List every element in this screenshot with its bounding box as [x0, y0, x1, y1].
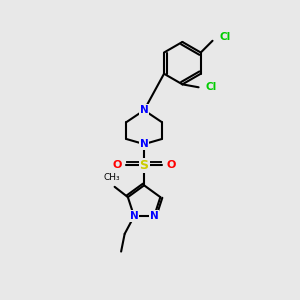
Text: Cl: Cl	[219, 32, 230, 42]
Text: N: N	[150, 211, 158, 221]
Text: O: O	[112, 160, 122, 170]
Text: S: S	[140, 159, 148, 172]
Text: Cl: Cl	[205, 82, 217, 92]
Text: O: O	[167, 160, 176, 170]
Text: N: N	[130, 211, 138, 221]
Text: CH₃: CH₃	[104, 172, 121, 182]
Text: N: N	[140, 139, 148, 149]
Text: N: N	[140, 105, 148, 115]
